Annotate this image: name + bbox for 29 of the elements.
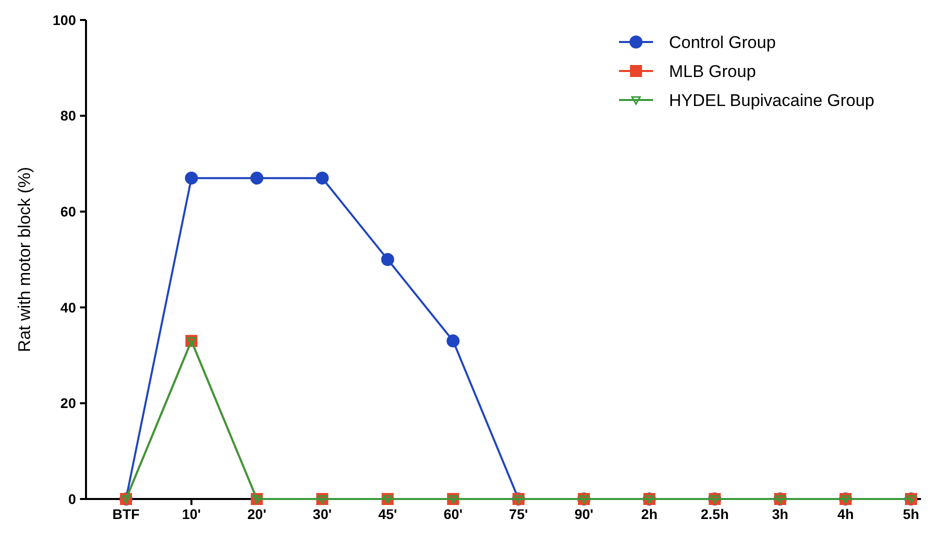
x-tick-label: 60' — [444, 506, 463, 522]
x-tick-label: 10' — [182, 506, 201, 522]
point — [250, 172, 264, 185]
y-tick-label: 100 — [52, 12, 76, 28]
point — [446, 334, 460, 348]
y-tick-label: 20 — [60, 395, 76, 412]
x-tick-label: 75' — [509, 506, 528, 522]
x-tick-label: 20' — [247, 506, 266, 522]
x-tick-label: 3h — [772, 506, 788, 522]
x-tick-label: 2h — [641, 506, 658, 522]
y-tick-label: 80 — [60, 108, 76, 124]
x-tick-label: 30' — [312, 506, 332, 522]
point — [381, 253, 394, 266]
point — [186, 337, 196, 346]
legend-label: MLB Group — [669, 62, 756, 81]
x-tick-label: 2.5h — [700, 506, 729, 522]
y-axis-title: Rat with motor block (%) — [15, 166, 34, 352]
legend-label: Control Group — [669, 32, 776, 52]
point — [184, 172, 198, 185]
point — [316, 172, 329, 185]
x-tick-label: 5h — [902, 506, 920, 522]
x-tick-label: BTF — [112, 506, 140, 522]
x-tick-label: 45' — [378, 506, 398, 522]
x-tick-label: 90' — [574, 506, 594, 522]
y-tick-label: 60 — [60, 204, 76, 220]
legend-label: HYDEL Bupivacaine Group — [669, 90, 874, 110]
x-tick-label: 4h — [837, 506, 854, 522]
y-tick-label: 0 — [68, 490, 76, 507]
y-tick-label: 40 — [60, 299, 76, 316]
